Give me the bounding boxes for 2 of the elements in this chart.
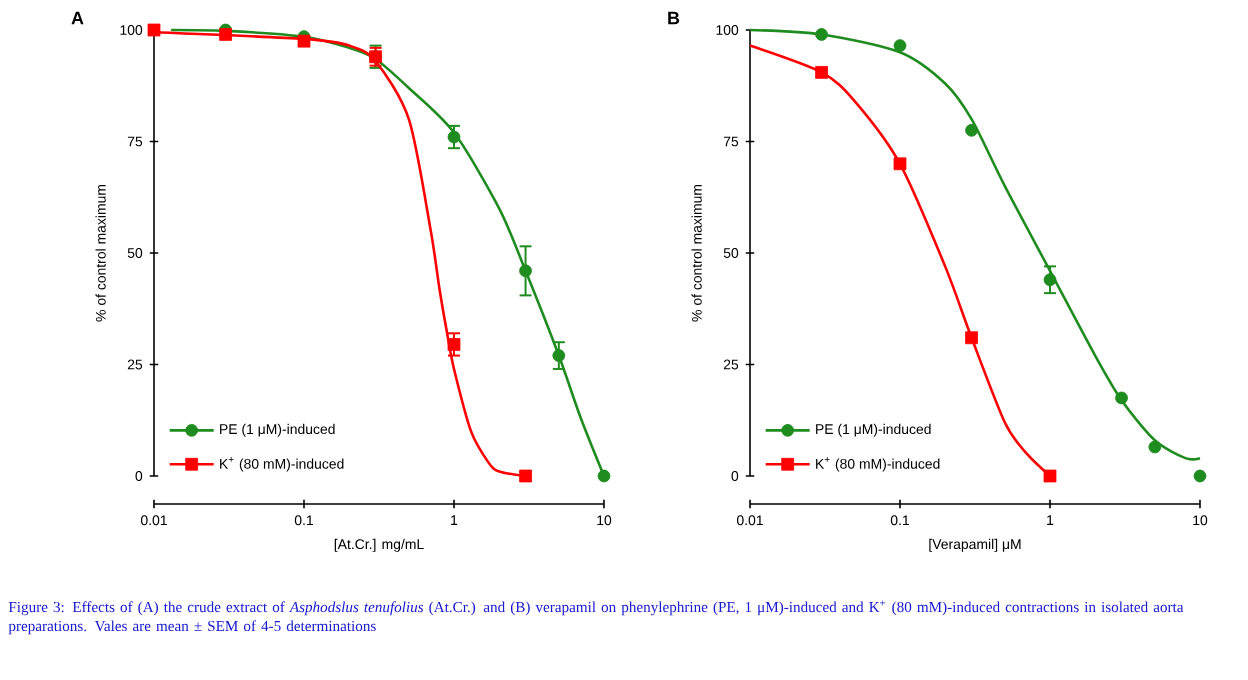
chart-title: A [71, 11, 84, 25]
chart-title: B [668, 11, 680, 25]
